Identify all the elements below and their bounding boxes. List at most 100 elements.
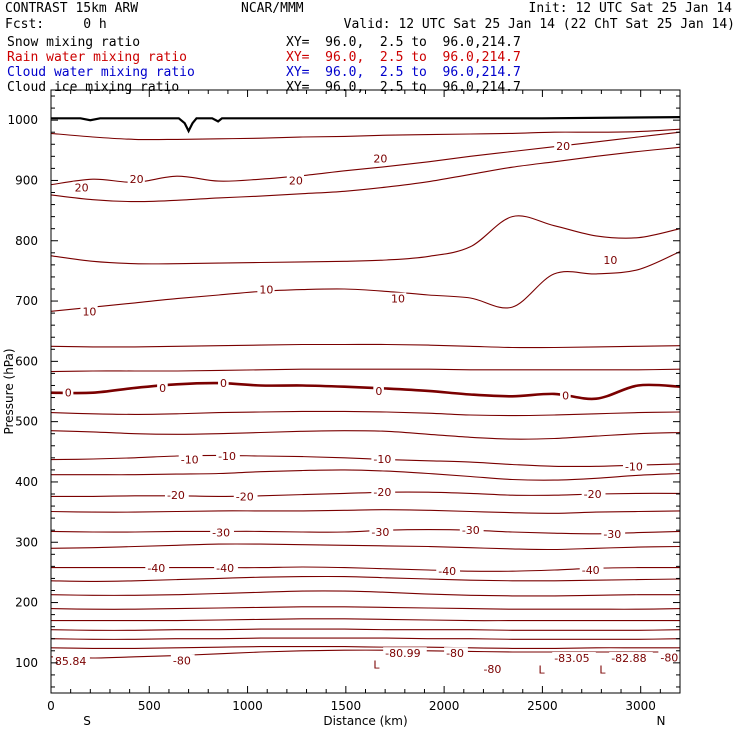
contour-label-27: 0 bbox=[65, 387, 72, 400]
contour-label-13: -40 bbox=[438, 565, 456, 578]
contour-label-bg-31 bbox=[560, 389, 571, 402]
x-axis-title: Distance (km) bbox=[323, 714, 407, 728]
field-name-rain: Rain water mixing ratio bbox=[7, 50, 188, 65]
contour-line-7 bbox=[50, 575, 681, 582]
x-axis-right-label: N bbox=[657, 714, 666, 728]
contour-label-23: -10 bbox=[181, 454, 199, 467]
contour-label-26: -10 bbox=[625, 460, 643, 473]
contour-label-bg-16 bbox=[369, 525, 394, 538]
contour-label-35: 10 bbox=[603, 254, 617, 267]
contour-label-bg-8 bbox=[597, 663, 609, 676]
contour-line-22 bbox=[50, 146, 681, 203]
contour-label-11: -40 bbox=[147, 562, 165, 575]
contour-line-6 bbox=[50, 590, 681, 597]
contour-line-13 bbox=[51, 469, 681, 481]
contour-line-18 bbox=[50, 368, 681, 373]
contour-label-bg-22 bbox=[581, 488, 606, 501]
contour-line-0 bbox=[50, 649, 680, 659]
contour-label-bg-34 bbox=[389, 292, 407, 305]
contour-line-20 bbox=[50, 251, 681, 312]
contour-line-5 bbox=[50, 606, 681, 610]
x-tick-label-3: 1500 bbox=[331, 699, 362, 713]
contour-label-37: 20 bbox=[130, 173, 144, 186]
contour-label-bg-6 bbox=[536, 663, 548, 676]
contour-label-bg-21 bbox=[371, 486, 396, 499]
contour-label-bg-20 bbox=[233, 490, 258, 503]
contour-label-2: L bbox=[373, 659, 380, 672]
contour-label-bg-2 bbox=[371, 658, 382, 671]
contour-label-31: 0 bbox=[562, 390, 569, 403]
y-tick-label-9: 1000 bbox=[7, 113, 38, 127]
contour-line-23 bbox=[50, 131, 681, 186]
contour-label-bg-30 bbox=[373, 384, 384, 397]
contour-labels: 85.84 -80 L -80.99 -80 -80 L -83.05 L -82.88 -80 -4… bbox=[52, 140, 683, 676]
y-tick-label-5: 600 bbox=[15, 354, 38, 368]
contour-label-bg-19 bbox=[164, 489, 189, 502]
contour-line-11 bbox=[50, 509, 681, 514]
contour-label-5: -80 bbox=[483, 663, 501, 676]
contour-label-bg-29 bbox=[218, 377, 229, 390]
contour-label-bg-17 bbox=[459, 524, 484, 537]
header-title: CONTRAST 15km ARW bbox=[5, 1, 139, 16]
contour-label-bg-28 bbox=[157, 381, 168, 394]
contour-line-3 bbox=[50, 628, 681, 631]
contour-label-bg-4 bbox=[444, 647, 468, 660]
contour-label-bg-5 bbox=[481, 662, 506, 675]
contour-label-30: 0 bbox=[375, 385, 382, 398]
x-tick-label-2: 1000 bbox=[232, 699, 263, 713]
contour-label-bg-15 bbox=[210, 526, 234, 539]
contour-label-bg-10 bbox=[658, 651, 683, 664]
terrain-outline bbox=[51, 116, 681, 134]
contour-label-39: 20 bbox=[373, 153, 387, 166]
contour-label-8: L bbox=[599, 663, 606, 676]
contour-label-bg-9 bbox=[609, 652, 653, 665]
contour-label-24: -10 bbox=[218, 450, 236, 463]
field-name-cloud-water: Cloud water mixing ratio bbox=[7, 65, 195, 80]
y-tick-label-2: 300 bbox=[15, 535, 38, 549]
x-tick-label-6: 3000 bbox=[625, 699, 656, 713]
contour-label-33: 10 bbox=[259, 284, 273, 297]
contour-label-bg-18 bbox=[601, 527, 626, 540]
contour-label-bg-14 bbox=[579, 563, 604, 576]
field-xy-cloud-water: XY= 96.0, 2.5 to 96.0,214.7 bbox=[286, 65, 521, 80]
contour-label-1: -80 bbox=[173, 654, 191, 667]
y-tick-label-4: 500 bbox=[15, 415, 38, 429]
field-name-snow: Snow mixing ratio bbox=[7, 35, 141, 50]
contour-label-29: 0 bbox=[220, 377, 227, 390]
y-tick-label-6: 700 bbox=[15, 294, 38, 308]
contour-label-bg-35 bbox=[601, 254, 619, 267]
contour-label-15: -30 bbox=[212, 527, 230, 540]
plot-frame bbox=[50, 89, 681, 694]
contour-line-12 bbox=[50, 491, 681, 497]
contour-label-bg-3 bbox=[383, 647, 427, 660]
contour-line-10 bbox=[50, 529, 681, 535]
x-tick-label-5: 2500 bbox=[527, 699, 558, 713]
contour-label-bg-0 bbox=[52, 655, 90, 668]
contour-label-6: L bbox=[538, 663, 545, 676]
contour-label-bg-23 bbox=[178, 453, 203, 466]
contour-line-1 bbox=[50, 646, 680, 650]
contour-label-bg-7 bbox=[552, 652, 596, 665]
contour-label-bg-25 bbox=[371, 453, 396, 466]
contour-label-bg-12 bbox=[214, 562, 238, 575]
contour-label-16: -30 bbox=[371, 526, 389, 539]
contour-label-14: -40 bbox=[582, 564, 600, 577]
contour-label-32: 10 bbox=[82, 305, 96, 318]
contour-label-bg-38 bbox=[286, 174, 305, 187]
contour-label-bg-27 bbox=[62, 386, 74, 399]
terrain-line bbox=[51, 116, 681, 134]
x-tick-label-0: 0 bbox=[47, 699, 55, 713]
contour-label-bg-33 bbox=[257, 283, 275, 296]
header-center: NCAR/MMM bbox=[241, 1, 304, 16]
contour-label-20: -20 bbox=[236, 490, 254, 503]
contour-label-12: -40 bbox=[216, 562, 234, 575]
contour-line-15 bbox=[50, 430, 681, 440]
contour-label-3: -80.99 bbox=[385, 647, 420, 660]
contour-label-38: 20 bbox=[289, 174, 303, 187]
field-xy-snow: XY= 96.0, 2.5 to 96.0,214.7 bbox=[286, 35, 521, 50]
header-valid: Valid: 12 UTC Sat 25 Jan 14 (22 ChT Sat … bbox=[343, 17, 735, 32]
contour-label-bg-1 bbox=[170, 654, 195, 667]
contour-label-18: -30 bbox=[603, 528, 621, 541]
contour-line-14 bbox=[50, 454, 681, 468]
